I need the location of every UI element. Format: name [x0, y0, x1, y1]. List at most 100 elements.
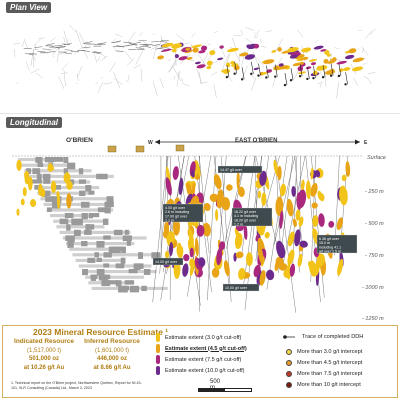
ddh-trace — [275, 155, 296, 313]
mineralized-lens — [264, 231, 270, 239]
legend-intercept-3: More than 3.0 g/t intercept — [286, 349, 362, 355]
drill-trace — [47, 51, 56, 53]
mineralized-lens — [198, 50, 206, 54]
mineralized-lens — [63, 172, 71, 184]
mineralized-lens — [171, 48, 177, 53]
mineralized-lens — [27, 176, 33, 191]
inferred-resource: Inferred Resource (1,601,000 t) 446,000 … — [77, 338, 147, 372]
mineralized-lens — [169, 241, 174, 256]
inferred-grade: at 8.66 g/t Au — [93, 364, 131, 371]
stope-block — [106, 196, 114, 203]
mineralized-lens — [16, 208, 20, 216]
ddh-trace — [284, 73, 288, 86]
stope-block — [66, 162, 76, 170]
drill-trace — [256, 57, 265, 68]
stope-block — [115, 280, 122, 287]
drill-trace — [196, 68, 202, 85]
extent-3-swatch — [156, 333, 160, 342]
stope-block — [118, 285, 128, 293]
drill-trace — [198, 54, 206, 66]
drill-trace — [172, 66, 182, 82]
drill-trace — [200, 81, 208, 84]
stope-block — [122, 235, 132, 242]
mineralized-lens — [296, 189, 307, 209]
scale-bar-graphic — [198, 388, 252, 392]
ddh-trace — [266, 65, 269, 78]
drill-trace — [135, 49, 144, 65]
mineralized-lens — [327, 60, 336, 64]
stope-block — [115, 263, 125, 269]
mineralized-lens — [351, 66, 364, 72]
drill-trace — [232, 37, 236, 49]
mineralized-lens — [236, 170, 240, 190]
mineralized-lens — [206, 65, 212, 70]
mineralized-lens — [196, 64, 206, 69]
drill-trace — [14, 49, 16, 57]
extent-7-5-label: Estimate extent (7.5 g/t cut-off) — [165, 356, 242, 363]
stope-block — [81, 213, 88, 220]
drill-trace — [97, 43, 106, 45]
mineralized-lens — [318, 213, 325, 227]
stope-block — [78, 218, 83, 226]
mineralized-lens — [182, 263, 189, 277]
ddh-trace — [345, 72, 348, 85]
drill-trace — [135, 47, 144, 49]
drill-trace — [63, 52, 72, 55]
drill-trace — [84, 41, 93, 44]
mineralized-lens — [237, 186, 245, 197]
mineralized-lens — [329, 58, 337, 61]
stope-block — [26, 168, 31, 175]
mineralized-lens — [336, 217, 344, 231]
mineralized-lens — [234, 232, 243, 250]
stope-block — [73, 229, 81, 237]
intercept-3-label: More than 3.0 g/t intercept — [297, 349, 363, 355]
obrien-label: O'BRIEN — [66, 137, 93, 144]
stope-block — [36, 173, 42, 180]
mineralized-lens — [313, 45, 324, 50]
mineralized-lens — [194, 61, 201, 65]
drill-trace — [184, 42, 190, 45]
mineralized-lens — [294, 229, 301, 247]
mineralized-lens — [278, 262, 288, 271]
drill-trace — [260, 38, 262, 44]
drill-trace — [24, 52, 34, 56]
underground-working — [82, 270, 157, 274]
legend-trace: Trace of completed DDH — [282, 334, 363, 340]
stope-block — [113, 229, 123, 236]
mineralized-lens — [259, 270, 266, 286]
mineralized-lens — [165, 250, 170, 259]
callout-box — [222, 283, 260, 292]
extent-3-label: Estimate extent (3.0 g/t cut-off) — [165, 334, 242, 341]
drill-trace — [241, 65, 248, 79]
mineralized-lens — [286, 198, 294, 217]
drill-trace — [324, 71, 327, 87]
headframe-icon — [175, 144, 185, 152]
drill-trace — [97, 82, 103, 93]
stope-block — [128, 269, 138, 274]
ddh-trace — [338, 63, 342, 77]
ddh-collar — [337, 74, 341, 78]
stope-block — [78, 168, 84, 175]
mineralized-lens — [261, 192, 267, 207]
mineralized-lens — [286, 263, 291, 280]
drill-trace — [238, 53, 240, 68]
mineralized-lens — [348, 48, 357, 54]
drill-trace — [101, 76, 103, 79]
mineralized-lens — [191, 182, 196, 197]
callout-text: 14.00 g/t over — [155, 260, 178, 264]
drill-trace — [226, 52, 231, 65]
drill-trace — [369, 28, 376, 35]
drill-trace — [128, 43, 137, 46]
ddh-trace — [290, 68, 294, 81]
intercept-10-dot — [286, 382, 292, 388]
drill-trace — [103, 82, 113, 85]
drill-trace — [151, 45, 161, 50]
drill-trace — [362, 47, 364, 53]
stope-block — [101, 280, 111, 287]
stope-block — [78, 179, 87, 184]
stope-block — [99, 207, 109, 212]
drill-trace — [124, 51, 133, 62]
ddh-collar — [225, 75, 229, 79]
